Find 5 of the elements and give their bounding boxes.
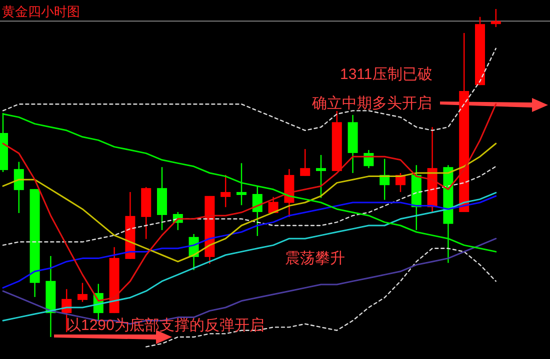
annotation: 以1290为底部支撑的反弹开启 — [66, 317, 264, 334]
chart-title: 黄金四小时图 — [2, 4, 80, 19]
annotation: 震荡攀升 — [285, 250, 345, 267]
annotation: 1311压制已破 — [340, 66, 432, 83]
annotation: 确立中期多头开启 — [311, 95, 432, 112]
